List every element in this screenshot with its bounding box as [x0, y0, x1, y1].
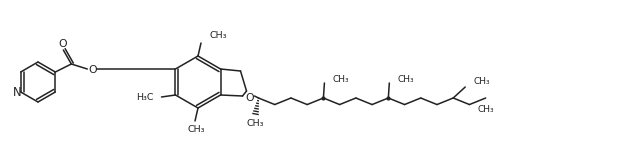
Text: CH₃: CH₃: [209, 31, 227, 41]
Text: CH₃: CH₃: [397, 74, 414, 83]
Text: O: O: [245, 93, 254, 103]
Text: O: O: [58, 39, 67, 49]
Text: CH₃: CH₃: [473, 78, 490, 86]
Text: O: O: [88, 65, 97, 75]
Text: CH₃: CH₃: [477, 105, 494, 114]
Text: CH₃: CH₃: [188, 125, 205, 134]
Text: N: N: [13, 86, 22, 100]
Text: H₃C: H₃C: [136, 92, 154, 102]
Text: CH₃: CH₃: [247, 119, 264, 127]
Text: CH₃: CH₃: [332, 74, 349, 83]
